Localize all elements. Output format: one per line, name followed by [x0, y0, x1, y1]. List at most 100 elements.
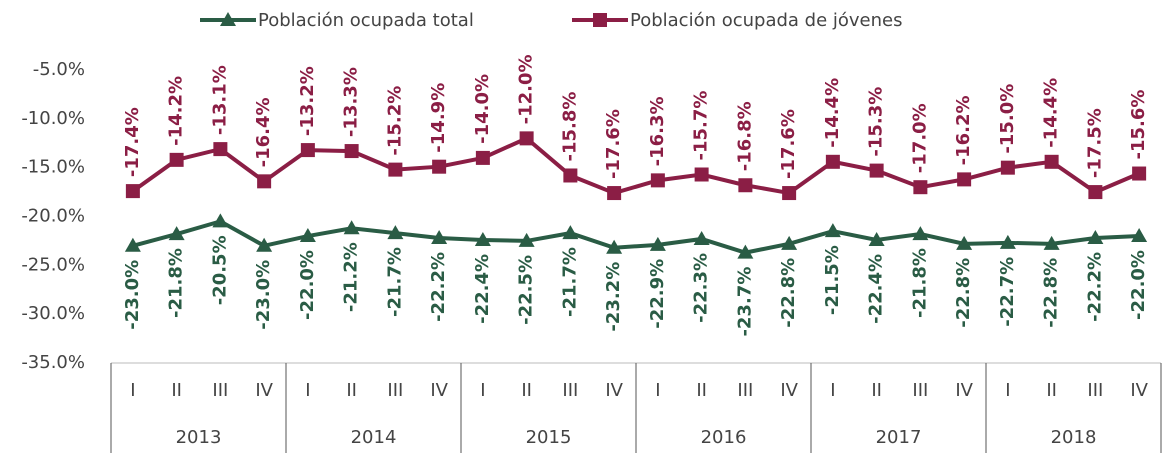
x-tick-label: I: [655, 380, 660, 401]
data-label: -17.4%: [122, 107, 143, 177]
marker: [124, 237, 141, 252]
data-label: -21.7%: [384, 247, 405, 317]
data-label: -20.5%: [209, 235, 230, 305]
data-label: -14.0%: [472, 74, 493, 144]
group-label: 2015: [526, 427, 572, 448]
marker: [1132, 166, 1147, 181]
data-label: -22.7%: [997, 257, 1018, 327]
data-label: -17.0%: [909, 103, 930, 173]
data-label: -22.3%: [691, 253, 712, 323]
group-label: 2014: [351, 427, 397, 448]
x-tick-label: IV: [255, 380, 273, 401]
data-label: -23.7%: [734, 267, 755, 337]
data-label: -17.5%: [1084, 108, 1105, 178]
marker: [782, 186, 797, 201]
marker: [956, 235, 973, 250]
x-tick-label: III: [912, 380, 928, 401]
marker: [737, 244, 754, 259]
data-label: -22.0%: [1128, 250, 1149, 320]
data-label: -13.1%: [209, 65, 230, 135]
marker: [650, 173, 665, 188]
marker: [999, 234, 1016, 249]
x-tick-label: I: [1005, 380, 1010, 401]
x-tick-label: I: [830, 380, 835, 401]
data-label: -14.2%: [166, 76, 187, 146]
marker: [738, 178, 753, 193]
data-label: -15.3%: [866, 87, 887, 157]
marker: [474, 231, 491, 246]
data-label: -21.8%: [166, 248, 187, 318]
marker: [432, 159, 447, 174]
data-label: -14.9%: [428, 83, 449, 153]
marker: [519, 131, 534, 146]
marker: [1087, 229, 1104, 244]
marker: [607, 186, 622, 201]
marker: [957, 172, 972, 187]
marker: [868, 231, 885, 246]
marker: [781, 235, 798, 250]
data-label: -22.2%: [1084, 252, 1105, 322]
marker: [213, 142, 228, 157]
marker: [431, 229, 448, 244]
marker: [168, 226, 185, 241]
data-label: -17.6%: [778, 109, 799, 179]
marker: [388, 162, 403, 177]
x-tick-label: IV: [605, 380, 623, 401]
group-label: 2013: [176, 427, 222, 448]
y-tick-label: -15.0%: [21, 157, 85, 178]
data-label: -15.7%: [691, 91, 712, 161]
legend: Población ocupada total Población ocupad…: [200, 10, 903, 31]
series-line: [131, 136, 1140, 196]
x-tick-label: IV: [780, 380, 798, 401]
data-label: -15.0%: [997, 84, 1018, 154]
data-label: -15.8%: [559, 92, 580, 162]
legend-label: Población ocupada total: [258, 10, 474, 31]
y-tick-label: -5.0%: [33, 59, 85, 80]
x-tick-label: II: [871, 380, 882, 401]
x-tick-label: I: [480, 380, 485, 401]
legend-label: Población ocupada de jóvenes: [630, 10, 903, 31]
data-label: -21.8%: [909, 248, 930, 318]
marker: [693, 230, 710, 245]
data-label: -21.5%: [822, 245, 843, 315]
x-tick-label: II: [696, 380, 707, 401]
marker: [518, 232, 535, 247]
x-tick-label: II: [1046, 380, 1057, 401]
marker: [387, 225, 404, 240]
marker: [562, 225, 579, 240]
marker: [606, 239, 623, 254]
data-label: -22.0%: [297, 250, 318, 320]
x-tick-label: III: [562, 380, 578, 401]
data-label: -16.4%: [253, 97, 274, 167]
marker: [125, 184, 140, 199]
data-label: -22.2%: [428, 252, 449, 322]
marker: [869, 163, 884, 178]
marker: [257, 174, 272, 189]
x-tick-label: II: [521, 380, 532, 401]
marker: [299, 228, 316, 243]
marker: [300, 143, 315, 158]
marker: [912, 226, 929, 241]
marker: [1088, 185, 1103, 200]
data-label: -13.3%: [341, 67, 362, 137]
x-tick-label: II: [171, 380, 182, 401]
data-label: -16.8%: [734, 101, 755, 171]
marker: [1000, 160, 1015, 175]
group-label: 2017: [876, 427, 922, 448]
series-line: [132, 219, 1140, 255]
group-label: 2016: [701, 427, 747, 448]
marker: [563, 168, 578, 183]
x-tick-label: IV: [955, 380, 973, 401]
marker: [343, 220, 360, 235]
x-tick-label: IV: [430, 380, 448, 401]
data-label: -22.4%: [472, 254, 493, 324]
marker: [1131, 228, 1148, 243]
data-label: -15.6%: [1128, 90, 1149, 160]
data-label: -16.2%: [953, 95, 974, 165]
marker: [824, 223, 841, 238]
marker: [1044, 154, 1059, 169]
y-tick-label: -20.0%: [21, 206, 85, 227]
marker: [913, 180, 928, 195]
data-label: -14.4%: [822, 78, 843, 148]
